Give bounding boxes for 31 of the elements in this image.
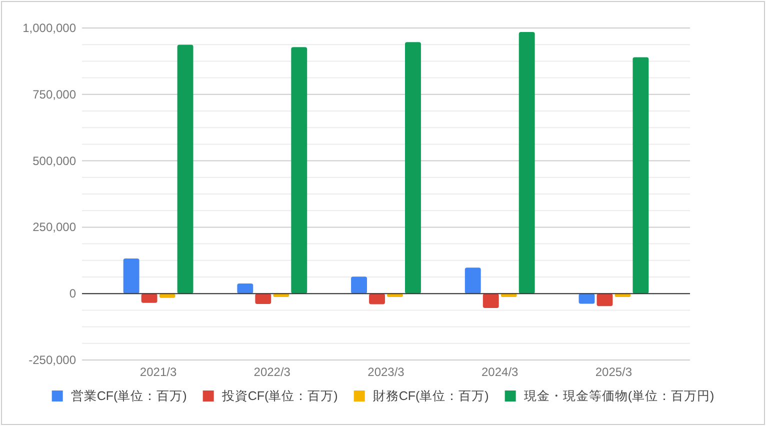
bar	[464, 268, 481, 294]
x-tick-label: 2025/3	[595, 365, 632, 379]
bar	[632, 57, 649, 294]
legend-label: 投資CF(単位：百万)	[220, 389, 338, 403]
y-tick-label: -250,000	[28, 353, 76, 367]
bar	[255, 294, 272, 304]
y-tick-label: 0	[69, 286, 76, 301]
bar	[123, 258, 140, 294]
legend-label: 営業CF(単位：百万)	[70, 389, 187, 403]
bar	[141, 294, 158, 303]
legend-label: 財務CF(単位：百万)	[372, 389, 489, 403]
bar	[369, 294, 385, 304]
x-tick-label: 2021/3	[140, 365, 177, 379]
y-tick-label: 250,000	[32, 220, 76, 234]
bar	[405, 42, 421, 294]
x-tick-label: 2023/3	[368, 365, 405, 379]
bar	[237, 284, 254, 294]
bar	[177, 44, 194, 294]
x-tick-label: 2024/3	[482, 365, 519, 379]
y-tick-label: 750,000	[32, 87, 76, 102]
y-tick-label: 500,000	[32, 154, 76, 168]
x-tick-label: 2022/3	[254, 365, 291, 379]
bar	[596, 294, 613, 306]
legend-label: 現金・現金等価物(単位：百万円)	[524, 389, 714, 403]
bar	[159, 294, 176, 298]
y-tick-label: 1,000,000	[22, 21, 76, 35]
bar	[518, 32, 535, 294]
bar	[482, 294, 499, 308]
bar	[578, 294, 595, 304]
bar	[291, 47, 308, 294]
bar	[351, 276, 367, 294]
